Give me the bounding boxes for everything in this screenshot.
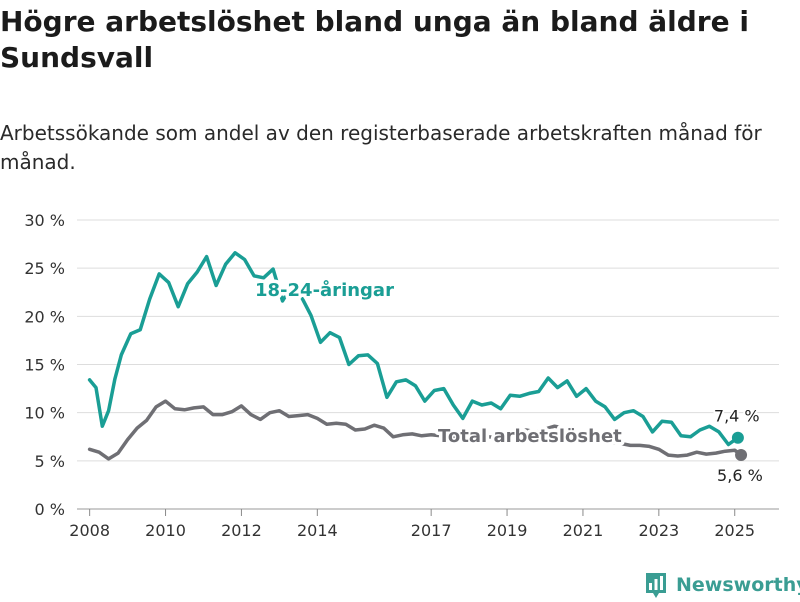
- x-tick-label: 2017: [411, 521, 452, 540]
- brand-name: Newsworthy: [676, 574, 800, 596]
- x-tick-label: 2008: [69, 521, 110, 540]
- x-tick-label: 2023: [638, 521, 679, 540]
- chart-subtitle: Arbetssökande som andel av den registerb…: [0, 121, 762, 174]
- y-tick-label: 20 %: [24, 307, 65, 326]
- chart-bars-icon: [646, 573, 666, 598]
- x-tick-label: 2014: [297, 521, 338, 540]
- x-tick-label: 2021: [563, 521, 604, 540]
- x-tick-label: 2010: [145, 521, 186, 540]
- series-label-total: Total arbetslöshet: [438, 426, 622, 447]
- series-label-youth: 18-24-åringar: [255, 279, 394, 301]
- grid: [77, 219, 779, 510]
- brand-logo: Newsworthy: [644, 568, 800, 602]
- x-tick-label: 2012: [221, 521, 262, 540]
- series-lines: [87, 251, 748, 462]
- y-tick-label: 5 %: [35, 452, 65, 471]
- series-labels: 18-24-åringar Total arbetslöshet 7,4 % 5,6 …: [252, 276, 765, 488]
- y-tick-label: 30 %: [24, 211, 65, 230]
- x-axis-ticks: 2008 2010 2012 2014 2017 2019 2021 2023 2025: [69, 509, 755, 540]
- y-tick-label: 10 %: [24, 404, 65, 423]
- end-point-youth: [731, 431, 744, 444]
- chart-title: Högre arbetslöshet bland unga än bland ä…: [0, 5, 749, 74]
- end-point-total: [735, 449, 748, 462]
- x-tick-label: 2019: [487, 521, 528, 540]
- x-tick-label: 2025: [714, 521, 755, 540]
- end-label-total: 5,6 %: [717, 466, 763, 485]
- y-tick-label: 15 %: [24, 356, 65, 375]
- y-axis-ticks: 0 % 5 % 10 % 15 % 20 % 25 % 30 %: [24, 211, 65, 519]
- y-tick-label: 0 %: [35, 500, 65, 519]
- end-label-youth: 7,4 %: [714, 407, 760, 426]
- y-tick-label: 25 %: [24, 259, 65, 278]
- series-line-total: [87, 399, 743, 461]
- series-line-youth: [87, 251, 740, 447]
